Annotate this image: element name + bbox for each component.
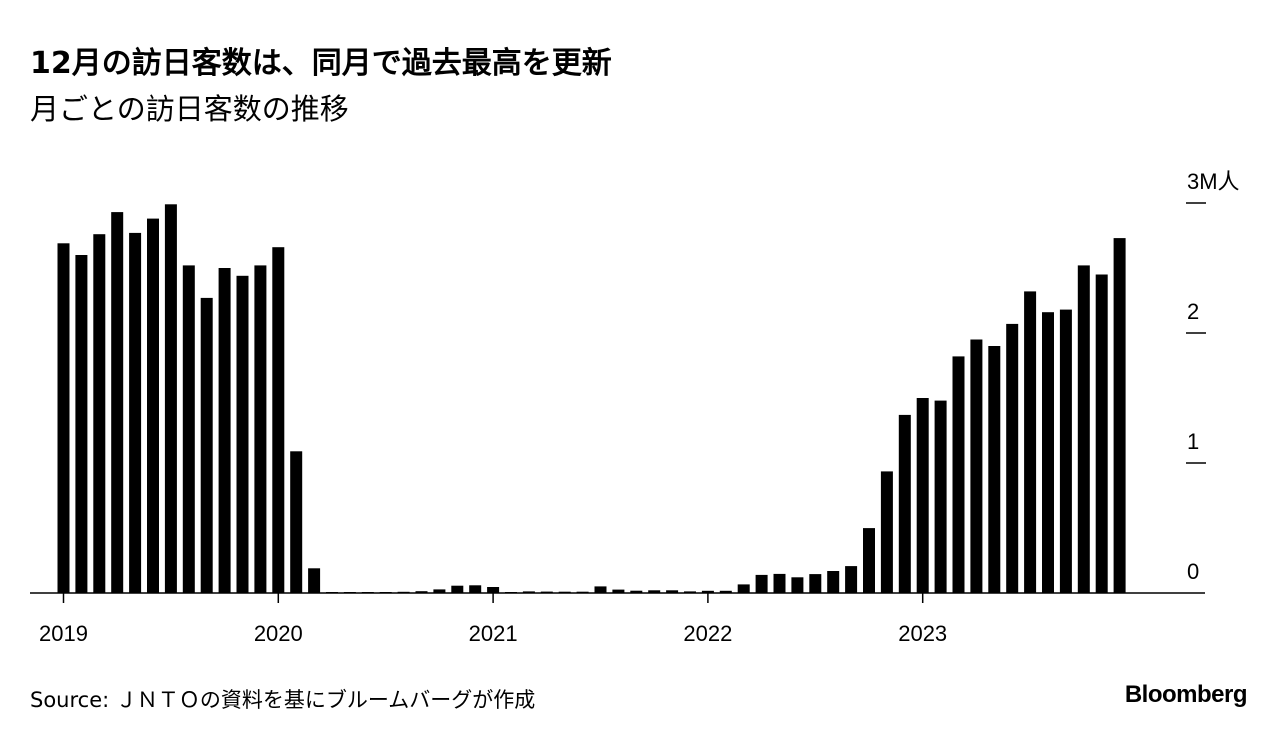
bar [290, 451, 303, 593]
bar [254, 265, 267, 593]
bar [451, 585, 464, 593]
source-note: Source: ＪＮＴＯの資料を基にブルームバーグが作成 [30, 688, 536, 712]
bar [863, 528, 875, 593]
bar [308, 568, 321, 593]
bar [236, 275, 249, 593]
bar [1059, 309, 1072, 593]
bar-chart: 2019 2020 2021 2022 2023 0 1 2 3M人 [30, 169, 1240, 646]
bar [648, 590, 661, 593]
bar [218, 268, 231, 593]
bar [522, 591, 535, 593]
bar [773, 573, 786, 593]
bar [1006, 323, 1019, 593]
bar [75, 255, 88, 593]
bar [57, 243, 70, 594]
bar [1095, 274, 1108, 593]
bar [147, 218, 159, 593]
bar [1077, 265, 1090, 593]
y-tick-label: 2 [1187, 299, 1199, 324]
x-ticks: 2019 2020 2021 2022 2023 [39, 593, 947, 646]
bar [272, 247, 285, 593]
bar [630, 590, 643, 593]
bar [594, 586, 607, 593]
bar [898, 414, 911, 593]
bar [93, 234, 106, 593]
x-tick-label: 2019 [39, 621, 88, 646]
bar [1042, 312, 1054, 593]
bloomberg-logo: Bloomberg [1124, 681, 1248, 708]
y-tick-label: 3M人 [1187, 169, 1240, 194]
chart-subtitle: 月ごとの訪日客数の推移 [30, 92, 349, 126]
bar [487, 587, 500, 593]
bar [988, 346, 1001, 593]
bar [701, 590, 714, 593]
bar [666, 590, 679, 593]
bar [737, 584, 750, 593]
bar [791, 577, 804, 593]
x-tick-label: 2020 [254, 621, 303, 646]
y-tick-label: 1 [1187, 429, 1199, 454]
chart-title: 12月の訪日客数は、同月で過去最高を更新 [30, 46, 612, 81]
bar [1024, 291, 1037, 593]
bar [827, 571, 840, 593]
bar [469, 585, 482, 593]
bar [164, 204, 177, 594]
bar [719, 590, 732, 593]
bar [129, 232, 142, 593]
bar [970, 339, 983, 593]
bar [952, 356, 965, 593]
bar [200, 297, 213, 593]
bar [755, 574, 768, 593]
bar [1113, 238, 1126, 593]
bar [916, 398, 929, 593]
bars [57, 204, 1126, 594]
bar [934, 400, 947, 593]
bar [415, 591, 428, 593]
y-tick-label: 0 [1187, 559, 1199, 584]
bar [182, 265, 195, 593]
bar [684, 591, 696, 593]
x-tick-label: 2022 [683, 621, 732, 646]
x-tick-label: 2023 [898, 621, 947, 646]
x-tick-label: 2021 [469, 621, 518, 646]
bar [612, 589, 625, 593]
bar [433, 589, 446, 593]
bar [880, 471, 893, 593]
bar [111, 212, 124, 593]
bar [845, 566, 858, 593]
y-ticks: 0 1 2 3M人 [1186, 169, 1240, 584]
bar [809, 574, 822, 593]
